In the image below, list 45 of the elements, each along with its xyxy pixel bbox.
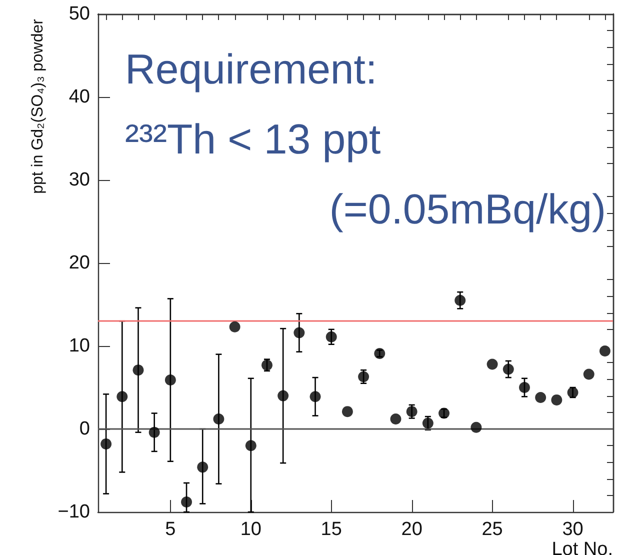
point <box>229 321 240 332</box>
annotation: ²³²Th < 13 ppt <box>125 116 381 162</box>
x-tick-label: 5 <box>165 519 176 540</box>
point <box>245 440 256 452</box>
annotation: (=0.05mBq/kg) <box>329 186 606 232</box>
y-tick-label: 40 <box>68 86 90 108</box>
y-tick-label: 50 <box>68 4 90 24</box>
point <box>181 496 192 508</box>
y-tick-label: 30 <box>68 170 90 190</box>
x-tick-label: 20 <box>401 519 422 540</box>
y-tick-label: 10 <box>68 336 90 356</box>
annotation: Requirement: <box>125 46 378 92</box>
y-tick-label: 20 <box>68 252 90 274</box>
x-tick-label: 30 <box>562 519 584 540</box>
point <box>326 331 337 342</box>
point <box>342 406 353 418</box>
x-tick-label: 25 <box>482 519 503 540</box>
point <box>294 327 305 338</box>
point <box>213 414 224 425</box>
point <box>406 406 418 418</box>
point <box>502 364 514 375</box>
point <box>518 382 530 393</box>
y-axis-title: ppt in Gd₂(SO₄)₃ powder <box>30 18 46 194</box>
point <box>100 438 112 450</box>
point <box>310 391 321 402</box>
point <box>486 358 498 370</box>
point <box>551 394 562 406</box>
point <box>454 294 466 306</box>
point <box>470 422 482 433</box>
x-tick-label: 10 <box>240 519 262 540</box>
point <box>132 364 144 376</box>
point <box>583 368 594 380</box>
y-tick-label: 0 <box>79 418 90 440</box>
point <box>148 426 160 438</box>
point <box>358 371 370 382</box>
point <box>278 390 289 402</box>
point <box>197 462 208 473</box>
point <box>599 345 610 356</box>
x-axis-title: Lot No. <box>552 539 613 555</box>
point <box>535 392 546 403</box>
y-tick-label: −10 <box>58 502 90 522</box>
point <box>116 391 128 402</box>
x-tick-label: 15 <box>320 519 342 540</box>
point <box>390 414 402 425</box>
point <box>164 374 176 386</box>
